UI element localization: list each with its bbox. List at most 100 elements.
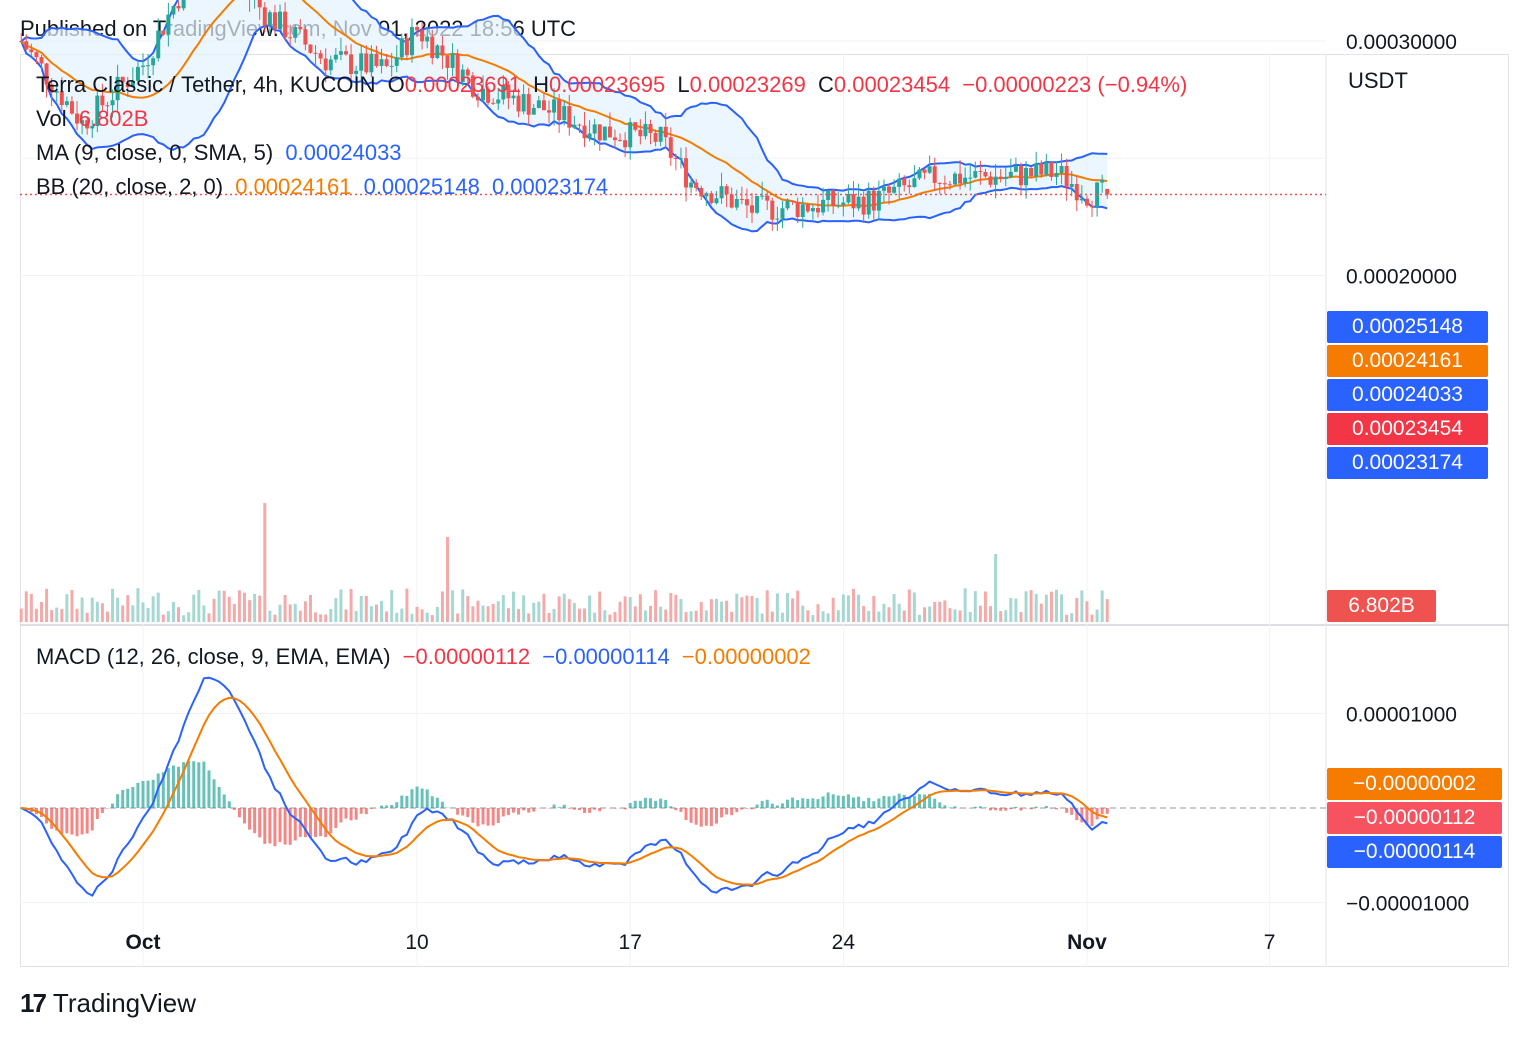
volume-bar <box>801 605 805 622</box>
macd-histogram-bar <box>466 808 470 817</box>
candle-body <box>1029 168 1034 177</box>
macd-histogram-bar <box>892 795 896 808</box>
volume-bar <box>618 601 622 622</box>
macd-histogram-bar <box>694 808 698 825</box>
volume-bar <box>1075 597 1079 622</box>
volume-bar <box>791 598 795 622</box>
candle-body <box>826 190 831 200</box>
volume-bar <box>547 612 551 622</box>
volume-bar <box>70 590 74 622</box>
candle-body <box>612 137 617 141</box>
volume-bar <box>780 612 784 622</box>
volume-bar <box>308 595 312 622</box>
candle-body <box>618 140 623 142</box>
candle-body <box>973 171 978 178</box>
macd-line <box>20 676 1108 897</box>
candle-body <box>607 126 612 138</box>
candle-body <box>887 186 892 193</box>
volume-bar <box>248 600 252 622</box>
candle-body <box>344 51 348 55</box>
candle-body <box>907 185 912 188</box>
volume-bar <box>948 608 952 622</box>
candle-body <box>760 195 765 197</box>
candle-body <box>318 53 323 59</box>
macd-histogram-bar <box>283 808 287 845</box>
candle-body <box>547 110 551 113</box>
volume-bar <box>994 554 998 622</box>
volume-bar <box>654 590 658 622</box>
candle-body <box>364 53 369 73</box>
candle-body <box>633 122 638 130</box>
volume-bar <box>217 590 221 622</box>
macd-histogram-bar <box>1019 808 1023 811</box>
volume-bar <box>151 596 155 622</box>
volume-bar <box>197 589 201 622</box>
macd-histogram-bar <box>699 808 703 827</box>
volume-bar <box>243 592 246 622</box>
macd-histogram-bar <box>116 794 120 808</box>
volume-bar <box>527 613 531 622</box>
badge-macd-signal: −0.00000002 <box>1327 768 1502 800</box>
macd-histogram-bar <box>1014 806 1018 808</box>
volume-bar <box>720 601 724 622</box>
candle-body <box>501 84 506 100</box>
volume-bar <box>973 591 977 622</box>
volume-bar <box>410 613 414 622</box>
volume-bar <box>202 605 206 622</box>
macd-histogram-bar <box>45 808 49 824</box>
volume-bar <box>349 588 353 622</box>
volume-bar <box>674 594 678 622</box>
macd-histogram-bar <box>456 808 460 815</box>
volume-bar <box>765 590 769 622</box>
volume-bar <box>689 611 693 622</box>
macd-histogram-bar <box>303 808 307 838</box>
macd-histogram-bar <box>831 794 835 808</box>
candle-body <box>861 196 866 215</box>
candle-body <box>1049 162 1054 177</box>
candle-body <box>470 75 475 97</box>
badge-macd-line: −0.00000114 <box>1327 836 1502 868</box>
volume-bar <box>999 611 1003 622</box>
symbol-title: Terra Classic / Tether, 4h, KUCOIN <box>36 72 376 97</box>
volume-bar <box>45 588 49 622</box>
close-value: 0.00023454 <box>833 72 951 97</box>
macd-histogram-bar <box>1034 806 1038 808</box>
volume-bar <box>105 611 109 622</box>
volume-bar <box>989 606 993 622</box>
macd-histogram-bar <box>60 808 64 834</box>
volume-bar <box>577 608 581 622</box>
volume-bar <box>669 593 673 622</box>
tradingview-logo[interactable]: 17 TradingView <box>20 988 196 1019</box>
candle-body <box>171 5 176 15</box>
volume-bar <box>222 590 226 622</box>
volume-bar <box>740 597 744 622</box>
bb-legend: BB (20, close, 2, 0) 0.00024161 0.000251… <box>36 174 609 199</box>
candle-body <box>709 193 714 204</box>
volume-bar <box>1090 614 1094 622</box>
volume-bar <box>390 590 394 622</box>
volume-legend: Vol 6.802B <box>36 106 149 131</box>
macd-histogram-bar <box>268 808 272 844</box>
candle-body <box>963 177 968 184</box>
volume-bar <box>100 603 104 622</box>
macd-histogram-bar <box>182 762 186 808</box>
candle-body <box>1084 198 1089 206</box>
time-tick-label: 7 <box>1264 931 1276 954</box>
volume-bar <box>917 614 921 622</box>
macd-histogram-bar <box>755 804 759 808</box>
macd-histogram-bar <box>887 796 891 808</box>
candle-body <box>998 176 1003 179</box>
candle-body <box>699 187 704 197</box>
volume-bar <box>593 612 597 622</box>
macd-histogram-bar <box>197 762 201 808</box>
volume-bar <box>923 607 927 622</box>
candle-body <box>125 82 130 88</box>
candle-body <box>536 100 541 108</box>
volume-bar <box>649 605 652 622</box>
macd-histogram-bar <box>511 808 515 813</box>
candle-body <box>303 29 308 45</box>
macd-histogram-bar <box>1065 808 1069 813</box>
macd-histogram-bar <box>623 808 627 810</box>
volume-bar <box>253 593 257 622</box>
